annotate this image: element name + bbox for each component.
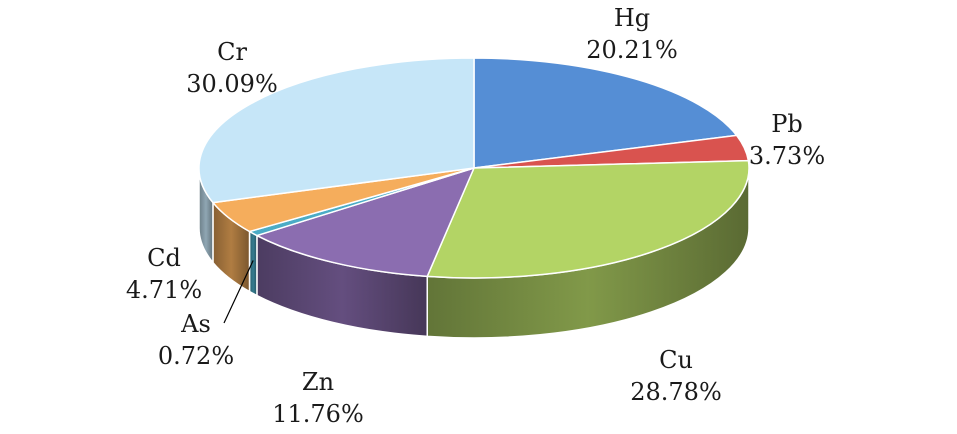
pie-slice-cr — [198, 57, 475, 204]
data-label-value: 11.76% — [272, 400, 364, 428]
data-label-name: Hg — [614, 4, 650, 32]
data-label-cu: Cu 28.78% — [630, 346, 722, 406]
data-label-name: Zn — [302, 368, 334, 396]
leader-line-as — [223, 260, 254, 324]
data-label-cr: Cr 30.09% — [186, 38, 278, 98]
data-label-zn: Zn 11.76% — [272, 368, 364, 428]
data-label-value: 3.73% — [749, 142, 825, 170]
data-label-value: 4.71% — [126, 276, 202, 304]
data-label-name: Cu — [659, 346, 693, 374]
pie-slice-cu — [426, 159, 750, 279]
data-label-hg: Hg 20.21% — [586, 4, 678, 64]
data-label-value: 28.78% — [630, 378, 722, 406]
pie-slice-zn — [256, 167, 475, 278]
pie-tops — [198, 57, 750, 279]
data-label-pb: Pb 3.73% — [749, 110, 825, 170]
data-label-name: Cr — [217, 38, 247, 66]
data-label-name: Pb — [771, 110, 803, 138]
data-label-value: 0.72% — [158, 342, 234, 370]
pie-slice-hg — [473, 57, 738, 169]
data-label-name: As — [180, 310, 211, 338]
data-label-name: Cd — [147, 244, 181, 272]
data-label-as: As 0.72% — [158, 310, 234, 370]
pie-side-as — [248, 230, 258, 297]
data-label-value: 30.09% — [186, 70, 278, 98]
pie-sides — [198, 167, 750, 339]
pie-labels: Hg 20.21% Pb 3.73% Cu 28.78% Zn 11.76% As 0.72% Cd… — [126, 4, 825, 428]
data-label-value: 20.21% — [586, 36, 678, 64]
data-label-cd: Cd 4.71% — [126, 244, 202, 304]
